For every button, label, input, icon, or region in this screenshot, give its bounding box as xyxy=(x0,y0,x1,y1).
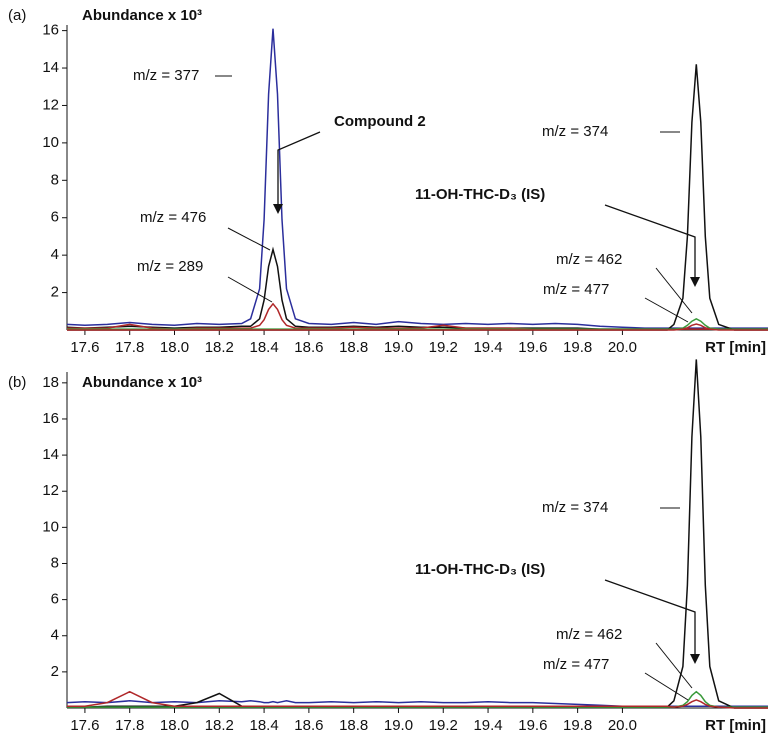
series-label: m/z = 477 xyxy=(543,656,609,673)
x-tick-label: 20.0 xyxy=(608,339,637,356)
annotation-arrow xyxy=(604,579,700,664)
series-label: m/z = 462 xyxy=(556,626,622,643)
x-tick-label: 17.8 xyxy=(115,339,144,356)
label-leader xyxy=(644,672,689,701)
series-label: m/z = 289 xyxy=(137,258,203,275)
x-tick-label: 19.0 xyxy=(384,717,413,734)
trace xyxy=(66,359,768,709)
y-tick-label: 16 xyxy=(42,410,59,427)
y-tick-label: 12 xyxy=(42,96,59,113)
label-leader xyxy=(644,297,689,323)
trace xyxy=(67,302,768,330)
y-axis-label: Abundance x 10³ xyxy=(82,7,202,24)
series-label: m/z = 476 xyxy=(140,209,206,226)
y-tick-label: 10 xyxy=(42,134,59,151)
trace xyxy=(67,323,768,331)
y-tick-label: 2 xyxy=(51,284,59,301)
x-tick-label: 19.4 xyxy=(473,339,502,356)
y-tick-label: 8 xyxy=(51,171,59,188)
x-tick-label: 18.2 xyxy=(205,339,234,356)
x-tick-label: 18.8 xyxy=(339,339,368,356)
x-tick-label: 18.4 xyxy=(249,717,278,734)
y-tick-label: 6 xyxy=(51,591,59,608)
x-axis-label: RT [min] xyxy=(705,717,766,734)
x-tick-label: 19.0 xyxy=(384,339,413,356)
x-tick-label: 18.0 xyxy=(160,717,189,734)
x-tick-label: 17.6 xyxy=(70,339,99,356)
x-tick-label: 20.0 xyxy=(608,717,637,734)
y-axis-label: Abundance x 10³ xyxy=(82,374,202,391)
annotation-arrow xyxy=(273,131,321,214)
series-label: m/z = 377 xyxy=(133,67,199,84)
x-tick-label: 19.4 xyxy=(473,717,502,734)
x-tick-label: 19.6 xyxy=(518,339,547,356)
y-tick-label: 6 xyxy=(51,209,59,226)
x-tick-label: 17.6 xyxy=(70,717,99,734)
panel-label: (b) xyxy=(8,374,26,391)
trace xyxy=(66,28,768,329)
x-tick-label: 17.8 xyxy=(115,717,144,734)
series-label: m/z = 462 xyxy=(556,251,622,268)
x-tick-label: 18.4 xyxy=(249,339,278,356)
x-tick-label: 19.6 xyxy=(518,717,547,734)
series-label: m/z = 374 xyxy=(542,123,608,140)
y-tick-label: 18 xyxy=(42,374,59,391)
x-tick-label: 19.8 xyxy=(563,717,592,734)
y-tick-label: 12 xyxy=(42,482,59,499)
x-tick-label: 19.2 xyxy=(429,339,458,356)
label-leader xyxy=(655,267,693,314)
label-leader xyxy=(227,276,273,303)
x-tick-label: 18.8 xyxy=(339,717,368,734)
y-tick-label: 14 xyxy=(42,446,59,463)
annotation: Compound 2 xyxy=(334,113,426,130)
x-axis-label: RT [min] xyxy=(705,339,766,356)
y-tick-label: 10 xyxy=(42,518,59,535)
x-tick-label: 18.6 xyxy=(294,339,323,356)
label-leader xyxy=(227,227,271,251)
annotation-arrow xyxy=(604,204,700,287)
series-label: m/z = 374 xyxy=(542,499,608,516)
panel-label: (a) xyxy=(8,7,26,24)
x-tick-label: 19.2 xyxy=(429,717,458,734)
y-tick-label: 8 xyxy=(51,554,59,571)
x-tick-label: 19.8 xyxy=(563,339,592,356)
label-leader xyxy=(655,642,693,689)
series-label: m/z = 477 xyxy=(543,281,609,298)
y-tick-label: 14 xyxy=(42,59,59,76)
y-tick-label: 4 xyxy=(51,627,59,644)
y-tick-label: 2 xyxy=(51,663,59,680)
trace xyxy=(67,690,768,709)
y-tick-label: 16 xyxy=(42,22,59,39)
x-tick-label: 18.6 xyxy=(294,717,323,734)
annotation: 11-OH-THC-D₃ (IS) xyxy=(415,186,545,203)
x-tick-label: 18.0 xyxy=(160,339,189,356)
trace xyxy=(67,690,768,708)
annotation: 11-OH-THC-D₃ (IS) xyxy=(415,561,545,578)
y-tick-label: 4 xyxy=(51,246,59,263)
trace xyxy=(67,317,768,330)
x-tick-label: 18.2 xyxy=(205,717,234,734)
